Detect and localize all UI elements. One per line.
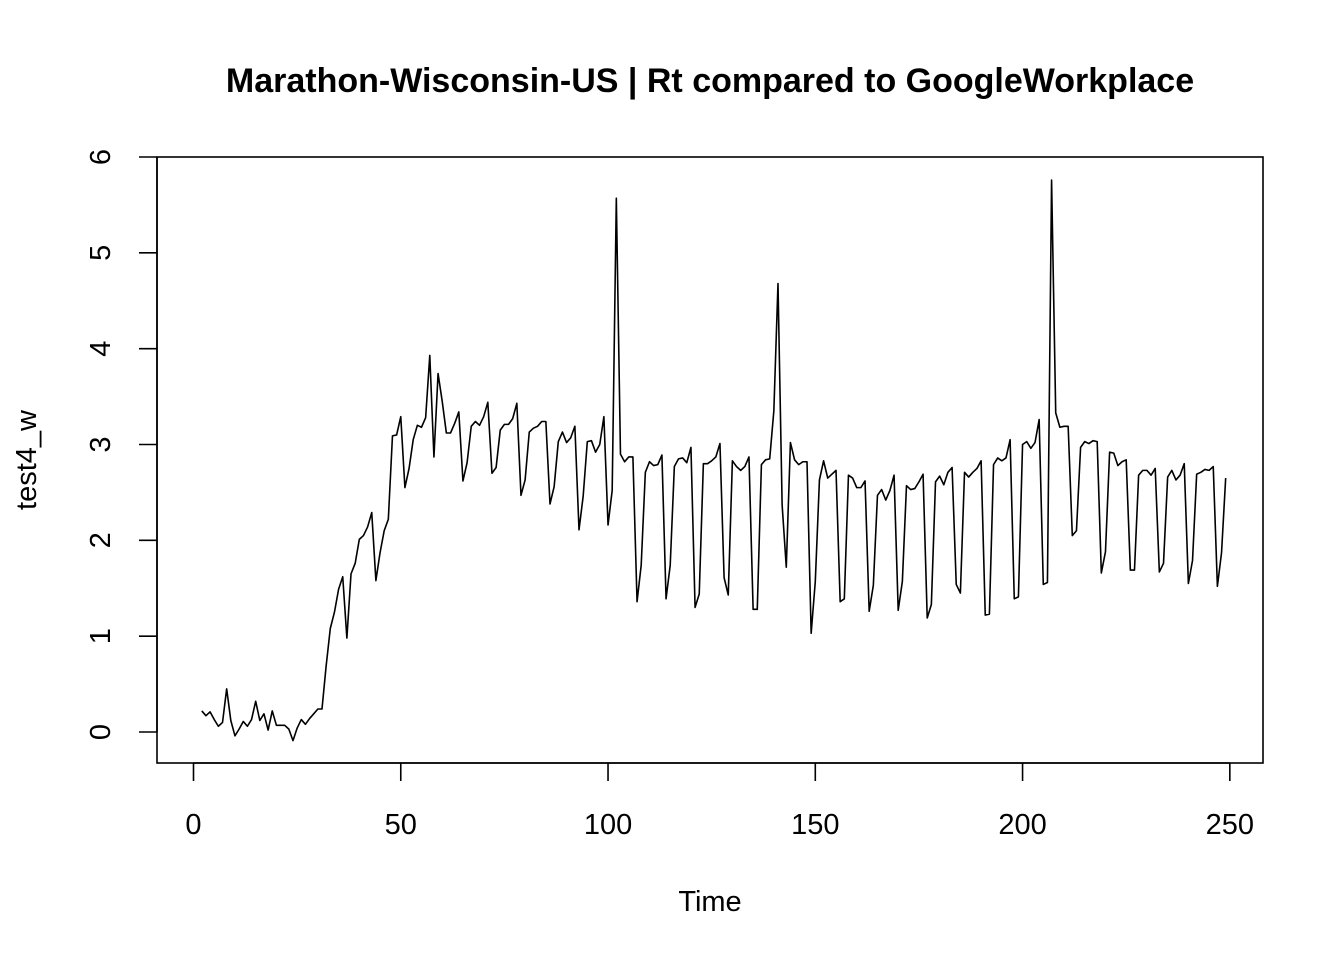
y-axis-label: test4_w [11,409,43,510]
x-tick-label: 0 [185,809,201,841]
y-tick-label: 0 [85,724,117,740]
y-tick-label: 2 [85,532,117,548]
y-tick-label: 4 [85,341,117,357]
x-tick-label: 50 [385,809,417,841]
series-line [201,179,1227,742]
x-axis: 0 50 100 150 200 250 [185,762,1254,841]
y-tick-label: 5 [85,245,117,261]
x-tick-label: 200 [998,809,1046,841]
y-tick-label: 6 [85,149,117,165]
y-axis: 0 1 2 3 4 5 6 [85,149,158,740]
x-axis-label: Time [678,886,741,918]
chart-title: Marathon-Wisconsin-US | Rt compared to G… [226,62,1194,100]
x-tick-label: 250 [1206,809,1254,841]
x-tick-label: 100 [584,809,632,841]
y-tick-label: 1 [85,628,117,644]
x-tick-label: 150 [791,809,839,841]
y-tick-label: 3 [85,436,117,452]
